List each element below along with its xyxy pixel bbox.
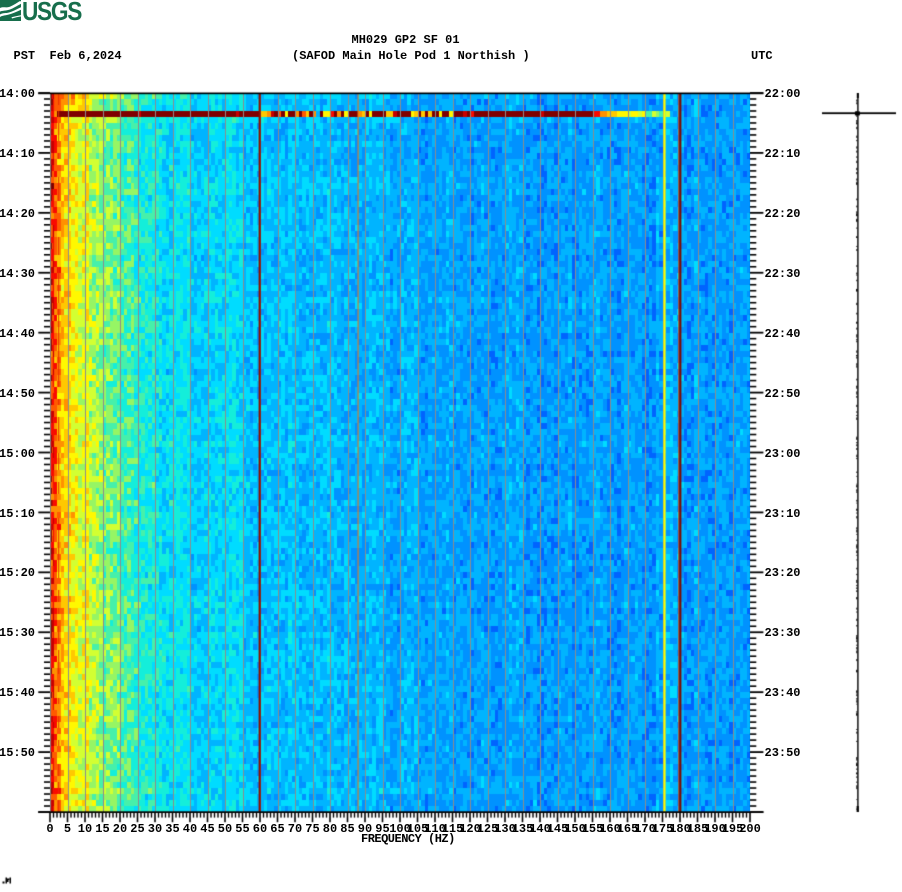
svg-text:USGS: USGS [22,0,82,24]
